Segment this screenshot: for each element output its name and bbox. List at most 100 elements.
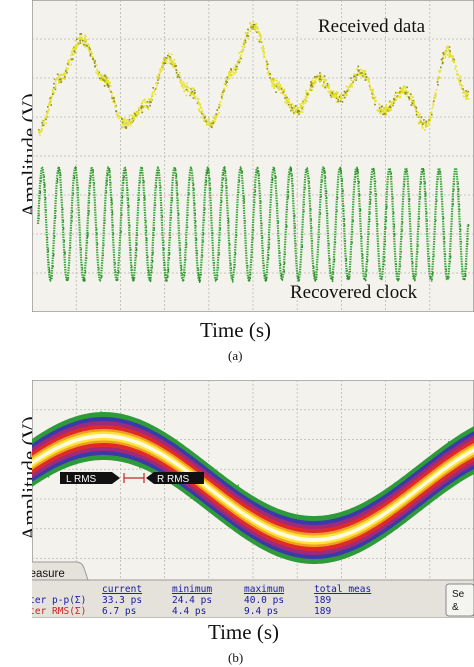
- received-data-dot: [199, 103, 202, 105]
- recovered-clock-dot: [278, 239, 280, 242]
- received-data-dot: [263, 51, 265, 54]
- received-data-dot: [206, 120, 208, 123]
- received-data-dot: [434, 94, 437, 96]
- recovered-clock-dot: [59, 169, 61, 171]
- row-jitter-rms-maximum: 9.4 ps: [244, 606, 278, 617]
- recovered-clock-dot: [444, 253, 447, 256]
- received-data-dot: [313, 77, 316, 79]
- received-data-dot: [341, 101, 344, 103]
- recovered-clock-dot: [176, 184, 178, 186]
- received-data-dot: [354, 76, 356, 79]
- recovered-clock-dot: [132, 276, 134, 278]
- received-data-dot: [259, 39, 262, 41]
- recovered-clock-dot: [413, 274, 415, 277]
- received-data-dot: [323, 81, 325, 83]
- received-data-dot: [107, 80, 109, 82]
- received-data-dot: [43, 120, 45, 122]
- recovered-clock-dot: [197, 269, 199, 271]
- recovered-clock-dot: [284, 262, 286, 264]
- recovered-clock-dot: [50, 277, 52, 279]
- received-data-dot: [286, 102, 288, 105]
- received-data-dot: [292, 108, 295, 110]
- received-data-dot: [374, 103, 376, 106]
- received-data-dot: [428, 115, 431, 117]
- received-data-dot: [155, 87, 158, 89]
- recovered-clock-dot: [452, 203, 454, 205]
- received-data-dot: [424, 129, 426, 131]
- recovered-clock-dot: [96, 232, 98, 235]
- received-data-dot: [390, 109, 393, 111]
- recovered-clock-dot: [221, 189, 224, 192]
- received-data-dot: [296, 114, 299, 117]
- row-jitter-pp-maximum: 40.0 ps: [244, 595, 284, 606]
- received-data-dot: [122, 120, 124, 122]
- received-data-dot: [114, 106, 117, 108]
- received-data-dot: [247, 35, 250, 37]
- received-data-dot: [182, 87, 185, 89]
- received-data-dot: [163, 62, 165, 64]
- recovered-clock-dot: [403, 184, 406, 186]
- received-data-dot: [406, 86, 408, 89]
- recovered-clock-dot: [309, 187, 311, 189]
- recovered-clock-dot: [110, 182, 112, 184]
- recovered-clock-dot: [289, 173, 291, 175]
- received-data-dot: [412, 99, 415, 102]
- recovered-clock-dot: [449, 256, 452, 258]
- received-data-dot: [171, 62, 173, 64]
- recovered-clock-dot: [361, 236, 363, 238]
- received-data-dot: [204, 116, 206, 119]
- recovered-clock-dot: [167, 270, 170, 272]
- received-data-dot: [96, 68, 99, 71]
- recovered-clock-dot: [438, 172, 440, 175]
- received-data-dot: [243, 44, 246, 46]
- received-data-dot: [337, 99, 339, 101]
- received-data-dot: [453, 61, 455, 64]
- received-data-dot: [274, 83, 276, 86]
- recovered-clock-dot: [195, 239, 198, 241]
- recovered-clock-dot: [425, 194, 427, 196]
- received-data-dot: [186, 90, 189, 92]
- received-data-dot: [409, 93, 412, 95]
- received-data-dot: [402, 86, 405, 88]
- received-data-dot: [327, 90, 329, 93]
- recovered-clock-dot: [123, 176, 125, 178]
- recovered-clock-dot: [385, 227, 387, 229]
- received-data-dot: [273, 77, 276, 80]
- received-data-dot: [185, 87, 188, 89]
- recovered-clock-dot: [75, 166, 77, 169]
- received-data-dot: [108, 89, 111, 91]
- recovered-clock-dot: [354, 181, 356, 183]
- received-data-dot: [213, 115, 216, 117]
- received-data-dot: [54, 87, 57, 89]
- recovered-clock-dot: [393, 226, 396, 228]
- recovered-clock-dot: [202, 240, 204, 243]
- recovered-clock-dot: [294, 226, 296, 229]
- side-button[interactable]: [445, 583, 474, 617]
- received-data-dot: [326, 86, 328, 89]
- received-data-dot: [220, 96, 223, 98]
- recovered-clock-dot: [89, 185, 91, 187]
- received-data-dot: [219, 104, 222, 107]
- received-data-dot: [347, 86, 349, 88]
- received-data-dot: [170, 57, 172, 59]
- received-data-dot: [279, 85, 282, 88]
- recovered-clock-dot: [212, 232, 214, 234]
- received-data-dot: [333, 96, 335, 98]
- recovered-clock-dot: [222, 185, 224, 187]
- received-data-dot: [344, 96, 346, 99]
- recovered-clock-dot: [111, 202, 113, 205]
- received-data-dot: [108, 82, 111, 85]
- received-data-dot: [371, 96, 374, 98]
- recovered-clock-dot: [62, 208, 64, 210]
- recovered-clock-dot: [446, 277, 449, 280]
- received-data-dot: [459, 79, 462, 82]
- received-data-dot: [321, 78, 324, 81]
- received-data-dot: [230, 68, 232, 70]
- received-data-dot: [146, 100, 149, 103]
- recovered-clock-dot: [111, 210, 114, 213]
- recovered-clock-dot: [261, 223, 263, 225]
- received-data-dot: [393, 99, 396, 101]
- recovered-clock-dot: [264, 275, 266, 277]
- received-data-dot: [406, 93, 408, 95]
- measure-tab[interactable]: [32, 561, 89, 581]
